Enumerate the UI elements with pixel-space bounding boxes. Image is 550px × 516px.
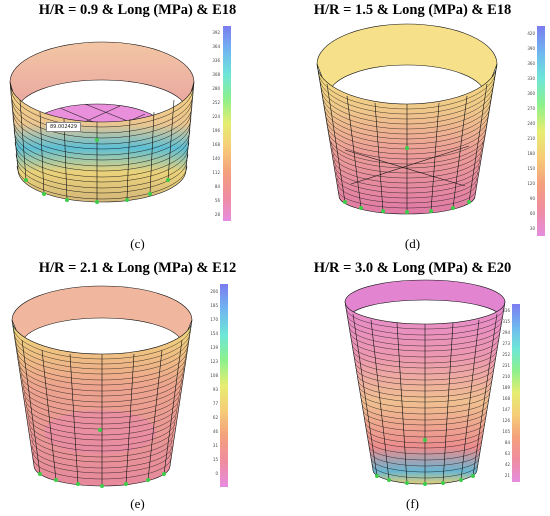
legend-tick: 364 bbox=[212, 44, 220, 49]
legend-tick: 42 bbox=[504, 462, 510, 467]
legend-ticks: 392 364 336 308 280 252 224 196 168 140 … bbox=[200, 26, 220, 221]
legend-tick: 0 bbox=[215, 471, 218, 476]
legend-tick: 420 bbox=[527, 31, 535, 36]
panel-sublabel: (c) bbox=[130, 236, 145, 251]
legend-tick: 315 bbox=[502, 319, 510, 324]
panel-sublabel: (d) bbox=[404, 236, 421, 251]
legend-tick: 252 bbox=[502, 352, 510, 357]
legend-tick: 330 bbox=[527, 76, 535, 81]
legend-tick: 105 bbox=[502, 429, 510, 434]
legend-tick: 196 bbox=[212, 128, 220, 133]
legend-tick: 28 bbox=[214, 212, 220, 217]
panel-title: H/R = 3.0 & Long (MPa) & E20 bbox=[313, 260, 512, 276]
legend-tick: 30 bbox=[529, 226, 535, 231]
legend-ticks: 336 315 294 273 252 231 210 189 168 147 … bbox=[490, 304, 510, 482]
legend-tick: 252 bbox=[212, 100, 220, 105]
panel-sublabel: (e) bbox=[130, 496, 145, 511]
legend-tick: 126 bbox=[502, 418, 510, 423]
legend-tick: 336 bbox=[502, 308, 510, 313]
panel-d: H/R = 1.5 & Long (MPa) & E18 bbox=[275, 0, 550, 258]
legend-tick: 390 bbox=[527, 46, 535, 51]
legend-tick: 392 bbox=[212, 30, 220, 35]
legend-tick: 62 bbox=[212, 415, 218, 420]
tank-model-c bbox=[9, 41, 195, 204]
legend-colorbar bbox=[537, 26, 545, 236]
legend-ticks: 420 390 360 330 300 270 240 210 180 150 … bbox=[515, 26, 535, 236]
legend-ticks: 200 185 170 154 139 123 108 93 77 62 46 … bbox=[198, 284, 218, 487]
legend-tick: 108 bbox=[210, 373, 218, 378]
legend-tick: 123 bbox=[210, 359, 218, 364]
legend-tick: 273 bbox=[502, 341, 510, 346]
legend-tick: 200 bbox=[210, 289, 218, 294]
legend-tick: 84 bbox=[504, 440, 510, 445]
legend-tick: 56 bbox=[214, 198, 220, 203]
legend-tick: 294 bbox=[502, 330, 510, 335]
legend-tick: 84 bbox=[214, 184, 220, 189]
legend-tick: 224 bbox=[212, 114, 220, 119]
legend-tick: 280 bbox=[212, 86, 220, 91]
tank-model-f bbox=[344, 279, 506, 486]
legend-tick: 231 bbox=[502, 363, 510, 368]
legend-tick: 180 bbox=[527, 151, 535, 156]
legend-tick: 185 bbox=[210, 303, 218, 308]
legend-tick: 21 bbox=[504, 473, 510, 478]
legend-colorbar bbox=[223, 26, 231, 221]
panel-title: H/R = 0.9 & Long (MPa) & E18 bbox=[38, 2, 237, 18]
legend-tick: 170 bbox=[210, 317, 218, 322]
panel-title: H/R = 1.5 & Long (MPa) & E18 bbox=[313, 2, 512, 18]
legend-tick: 63 bbox=[504, 451, 510, 456]
panel-f: H/R = 3.0 & Long (MPa) & E20 bbox=[275, 258, 550, 516]
legend-tick: 168 bbox=[212, 142, 220, 147]
value-callout: 89.002429 bbox=[46, 122, 82, 132]
legend-tick: 210 bbox=[502, 374, 510, 379]
legend-tick: 150 bbox=[527, 166, 535, 171]
legend-tick: 46 bbox=[212, 429, 218, 434]
legend-colorbar bbox=[220, 284, 228, 487]
legend-tick: 300 bbox=[527, 91, 535, 96]
legend-tick: 240 bbox=[527, 121, 535, 126]
legend-colorbar bbox=[512, 304, 520, 482]
legend-tick: 90 bbox=[529, 196, 535, 201]
legend-tick: 270 bbox=[527, 106, 535, 111]
panel-c: H/R = 0.9 & Long (MPa) & E18 bbox=[0, 0, 275, 258]
legend-tick: 154 bbox=[210, 331, 218, 336]
legend-tick: 120 bbox=[527, 181, 535, 186]
legend-tick: 308 bbox=[212, 72, 220, 77]
legend-tick: 210 bbox=[527, 136, 535, 141]
legend-tick: 189 bbox=[502, 385, 510, 390]
legend-tick: 60 bbox=[529, 211, 535, 216]
legend-tick: 147 bbox=[502, 407, 510, 412]
legend-tick: 168 bbox=[502, 396, 510, 401]
tank-model-d bbox=[316, 23, 498, 215]
panel-title: H/R = 2.1 & Long (MPa) & E12 bbox=[38, 260, 237, 276]
legend-tick: 31 bbox=[212, 443, 218, 448]
legend-tick: 139 bbox=[210, 345, 218, 350]
legend-tick: 77 bbox=[212, 401, 218, 406]
panel-e: H/R = 2.1 & Long (MPa) & E12 bbox=[0, 258, 275, 516]
legend-tick: 360 bbox=[527, 61, 535, 66]
panel-sublabel: (f) bbox=[406, 496, 419, 511]
legend-tick: 93 bbox=[212, 387, 218, 392]
legend-tick: 336 bbox=[212, 58, 220, 63]
legend-tick: 140 bbox=[212, 156, 220, 161]
tank-model-e bbox=[11, 285, 193, 488]
legend-tick: 15 bbox=[212, 457, 218, 462]
legend-tick: 112 bbox=[212, 170, 220, 175]
